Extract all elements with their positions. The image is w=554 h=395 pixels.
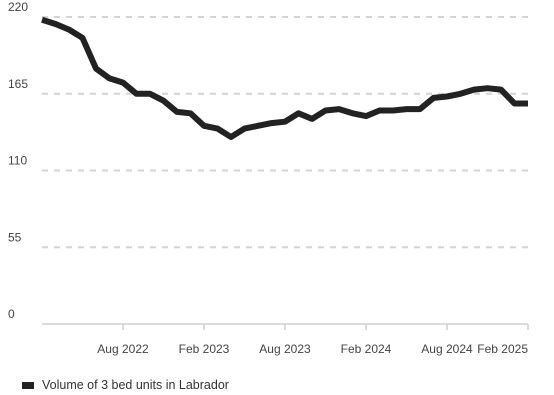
data-point xyxy=(215,126,221,132)
data-point xyxy=(296,110,302,116)
gridlines xyxy=(42,16,528,249)
data-point xyxy=(282,119,288,125)
data-point xyxy=(161,98,167,104)
x-tick-label: Feb 2024 xyxy=(341,342,392,356)
data-point xyxy=(350,110,356,116)
x-axis: Aug 2022 Feb 2023 Aug 2023 Feb 2024 Aug 2024… xyxy=(42,323,529,356)
y-tick-label: 110 xyxy=(8,154,27,168)
legend: Volume of 3 bed units in Labrador xyxy=(22,378,229,392)
x-tick-label: Feb 2023 xyxy=(179,342,230,356)
legend-label: Volume of 3 bed units in Labrador xyxy=(42,378,229,392)
data-point xyxy=(458,91,464,97)
data-point xyxy=(255,123,261,129)
data-point xyxy=(471,87,477,93)
data-point xyxy=(363,113,369,119)
x-tick-label: Aug 2024 xyxy=(421,342,473,356)
data-point xyxy=(134,91,140,97)
data-point xyxy=(107,75,113,81)
data-point xyxy=(417,106,423,112)
data-point xyxy=(53,21,59,27)
y-axis-ticks: 0 55 110 165 220 xyxy=(8,0,28,321)
data-point xyxy=(444,94,450,100)
data-point xyxy=(525,101,531,107)
data-point xyxy=(93,66,99,72)
data-point xyxy=(66,27,72,33)
data-point xyxy=(188,110,194,116)
data-point xyxy=(201,123,207,129)
data-point xyxy=(269,120,275,126)
x-tick-label: Aug 2023 xyxy=(259,342,311,356)
data-point xyxy=(120,80,126,86)
data-point xyxy=(228,134,234,140)
legend-swatch xyxy=(22,381,34,389)
data-point xyxy=(498,87,504,93)
data-point xyxy=(336,106,342,112)
y-tick-label: 0 xyxy=(8,307,15,321)
data-point xyxy=(323,107,329,113)
data-point xyxy=(147,91,153,97)
data-point xyxy=(404,106,410,112)
x-tick-label: Feb 2025 xyxy=(477,342,528,356)
data-point xyxy=(431,95,437,101)
data-point xyxy=(242,126,248,132)
data-point xyxy=(377,107,383,113)
data-point xyxy=(485,85,491,91)
series-lines xyxy=(39,16,531,140)
y-tick-label: 55 xyxy=(8,230,22,244)
data-point xyxy=(39,17,45,23)
y-tick-label: 165 xyxy=(8,77,28,91)
series-line xyxy=(41,16,528,140)
y-tick-label: 220 xyxy=(8,0,28,14)
data-point xyxy=(80,35,86,41)
data-point xyxy=(390,107,396,113)
data-point xyxy=(309,116,315,122)
data-point xyxy=(512,101,518,107)
data-point xyxy=(174,109,180,115)
x-tick-label: Aug 2022 xyxy=(97,342,149,356)
